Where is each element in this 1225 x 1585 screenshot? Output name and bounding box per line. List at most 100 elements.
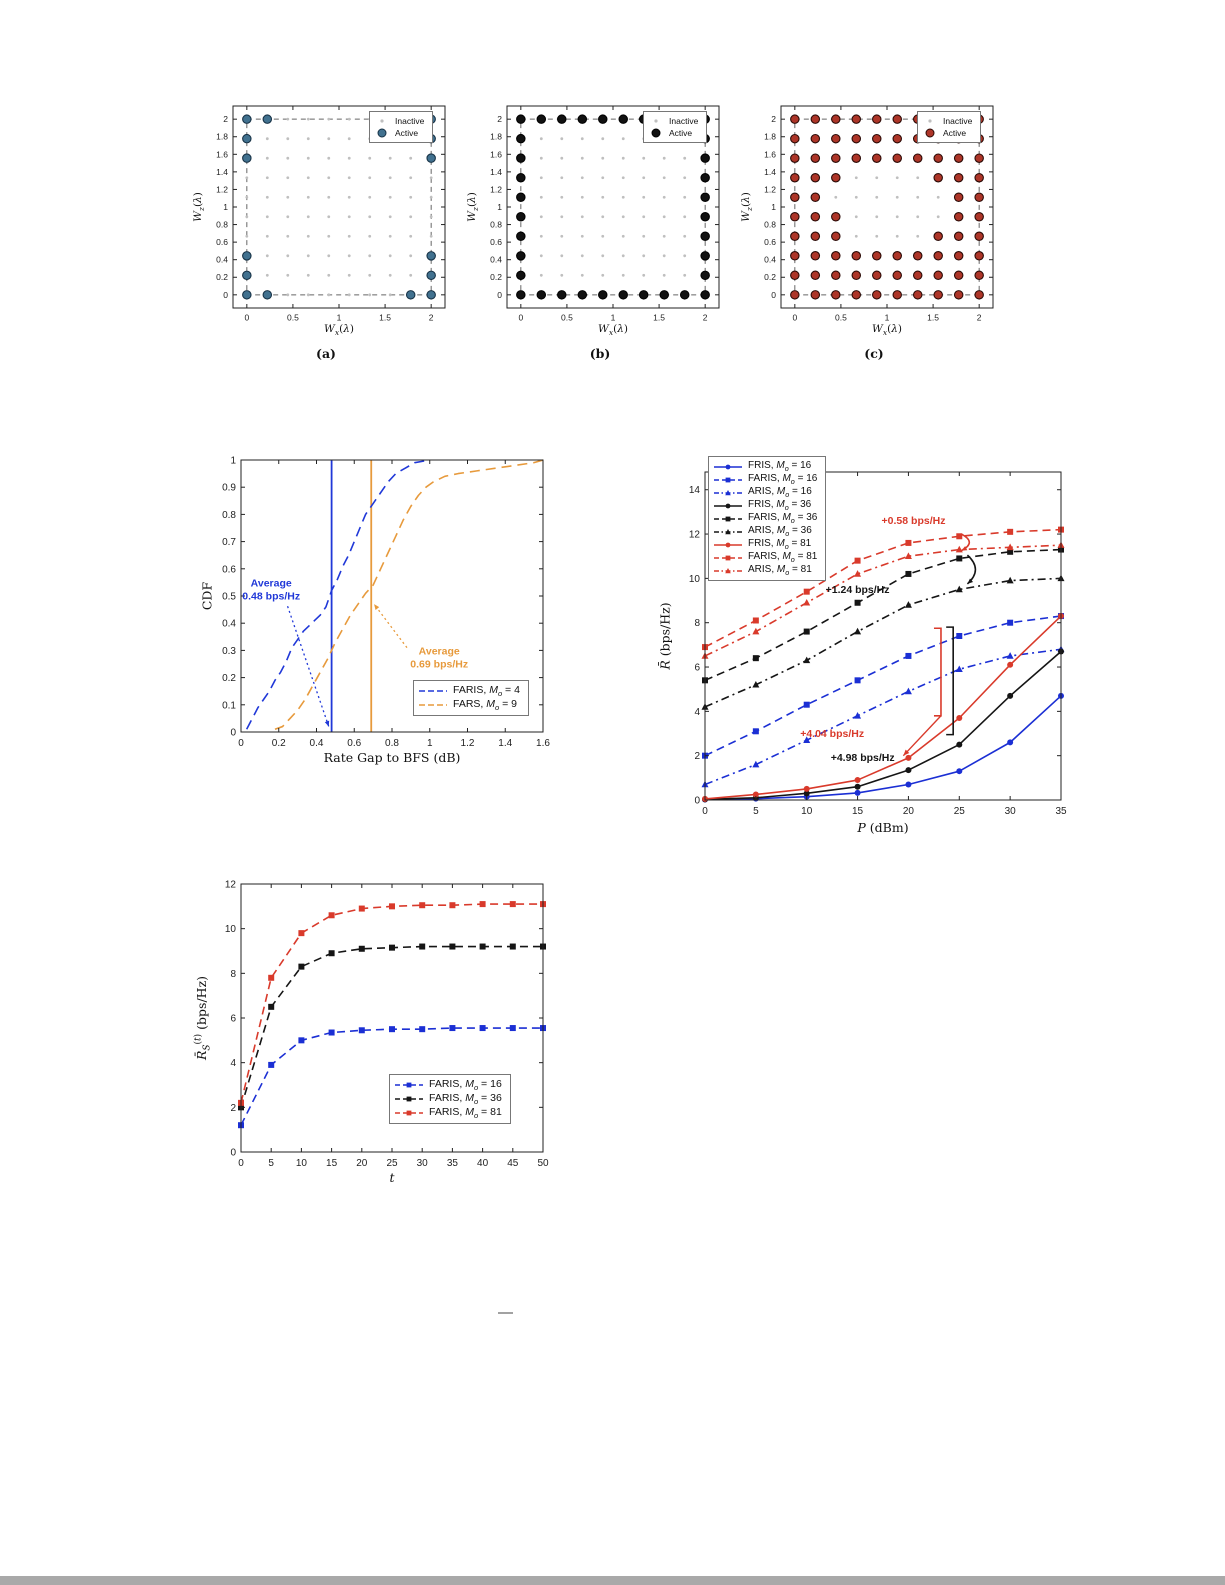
figure-convergence-plot: 0 5 10 15 20 25 30 35 40 45 50 0 2 4 6 8 10 12 t R̄S(t) (bp… [193, 872, 555, 1207]
svg-text:6: 6 [230, 1014, 236, 1025]
annotation: +4.04 bps/Hz [800, 727, 865, 740]
x-axis-label: t [389, 1170, 395, 1185]
legend-entry: FARIS, Mo = 36 [713, 512, 817, 525]
legend-entry: FARIS, Mo = 4 [418, 684, 520, 698]
legend-entry: FARIS, Mo = 81 [394, 1106, 502, 1120]
legend-entry: FRIS, Mo = 16 [713, 460, 817, 473]
legend-label: FARIS, Mo = 16 [748, 473, 818, 486]
svg-text:1: 1 [223, 202, 228, 212]
svg-text:1.8: 1.8 [490, 132, 502, 142]
annotation: +0.58 bps/Hz [881, 515, 946, 528]
legend-entry: Active [922, 127, 972, 139]
svg-text:0.7: 0.7 [222, 537, 236, 548]
svg-text:1.4: 1.4 [216, 167, 228, 177]
svg-text:0.6: 0.6 [764, 237, 776, 247]
legend-entry: FRIS, Mo = 81 [713, 538, 817, 551]
legend-sample [714, 528, 742, 534]
legend-entry: FARIS, Mo = 81 [713, 551, 817, 564]
legend-label: Inactive [669, 116, 699, 126]
legend-label: Active [669, 128, 693, 138]
legend-entry: FARIS, Mo = 36 [394, 1092, 502, 1106]
svg-text:10: 10 [689, 574, 701, 585]
svg-text:45: 45 [507, 1158, 519, 1169]
svg-text:1: 1 [427, 738, 433, 749]
chart-canvas: 0 5 10 15 20 25 30 35 40 45 50 0 2 4 6 8 10 12 [225, 880, 549, 1170]
svg-text:30: 30 [1005, 806, 1017, 817]
svg-text:0: 0 [238, 738, 244, 749]
legend: FRIS, Mo = 16 FARIS, Mo = 16 ARIS, Mo = 16… [708, 456, 827, 581]
legend-entry: FARIS, Mo = 16 [394, 1078, 502, 1092]
svg-text:2: 2 [977, 313, 982, 323]
footer-dash: — [498, 1304, 513, 1321]
legend-sample [925, 128, 935, 138]
x-axis-label: Wx(λ) [872, 323, 902, 338]
figure-cdf-plot: 0 0.2 0.4 0.6 0.8 1 1.2 1.4 1.6 0 0.1 0.2 0.3 0.4 0.5 0… [193, 450, 555, 780]
svg-text:0: 0 [702, 806, 708, 817]
svg-text:0: 0 [497, 290, 502, 300]
y-axis-label: Wz(λ) [739, 192, 755, 222]
svg-text:0.6: 0.6 [216, 237, 228, 247]
svg-text:0.6: 0.6 [490, 237, 502, 247]
annotation: +4.98 bps/Hz [830, 752, 895, 765]
svg-text:4: 4 [694, 707, 700, 718]
legend-sample [928, 119, 932, 123]
svg-text:0.3: 0.3 [222, 646, 236, 657]
svg-text:1.6: 1.6 [216, 149, 228, 159]
chart-canvas: 0 0.5 1 1.5 2 0 0.2 0.4 0.6 0.8 1 1.2 1.4 1.6 1.8 2 [490, 105, 720, 323]
svg-text:2: 2 [223, 114, 228, 124]
svg-text:10: 10 [296, 1158, 308, 1169]
legend-entry: Active [648, 127, 698, 139]
legend-label: FARS, Mo = 9 [453, 698, 518, 713]
svg-text:0.5: 0.5 [835, 313, 847, 323]
svg-text:30: 30 [417, 1158, 429, 1169]
legend-sample [714, 464, 742, 469]
svg-text:1.2: 1.2 [764, 184, 776, 194]
svg-text:0: 0 [518, 313, 523, 323]
figure-scatter-b: (b) 0 0.5 1 1.5 2 0 0.2 0.4 0.6 0.8 1 1.2 1.4 1.6 1.8 2… [461, 96, 739, 376]
svg-text:0.2: 0.2 [764, 272, 776, 282]
svg-text:1.4: 1.4 [498, 738, 512, 749]
annotation: Average 0.69 bps/Hz [410, 644, 469, 671]
svg-text:2: 2 [771, 114, 776, 124]
legend-label: FARIS, Mo = 4 [453, 684, 520, 699]
svg-text:0.2: 0.2 [272, 738, 286, 749]
svg-text:40: 40 [477, 1158, 489, 1169]
svg-text:1: 1 [497, 202, 502, 212]
legend-label: ARIS, Mo = 81 [748, 564, 812, 577]
svg-text:0.8: 0.8 [490, 220, 502, 230]
svg-text:1.6: 1.6 [490, 149, 502, 159]
svg-text:1.8: 1.8 [216, 132, 228, 142]
legend-sample [714, 489, 742, 495]
svg-text:1.6: 1.6 [536, 738, 550, 749]
legend-label: FRIS, Mo = 36 [748, 499, 812, 512]
legend-label: FRIS, Mo = 16 [748, 460, 812, 473]
svg-text:0.5: 0.5 [287, 313, 299, 323]
svg-text:0.9: 0.9 [222, 483, 236, 494]
svg-text:1: 1 [230, 456, 236, 467]
svg-text:10: 10 [801, 806, 813, 817]
legend-sample [380, 119, 384, 123]
svg-text:0: 0 [792, 313, 797, 323]
svg-text:0.1: 0.1 [222, 700, 236, 711]
svg-text:0.4: 0.4 [216, 255, 228, 265]
y-axis-label: CDF [199, 581, 215, 611]
svg-text:0.8: 0.8 [385, 738, 399, 749]
legend-sample [654, 119, 658, 123]
svg-text:2: 2 [429, 313, 434, 323]
svg-text:1.2: 1.2 [461, 738, 475, 749]
annotation: Average 0.48 bps/Hz [242, 576, 301, 603]
legend-sample [419, 704, 447, 706]
svg-text:1: 1 [885, 313, 890, 323]
legend: FARIS, Mo = 16 FARIS, Mo = 36 FARIS, Mo = … [389, 1074, 511, 1125]
svg-text:0.2: 0.2 [490, 272, 502, 282]
svg-text:1.4: 1.4 [490, 167, 502, 177]
svg-text:35: 35 [447, 1158, 459, 1169]
figure-rate-vs-power-plot: 0 5 10 15 20 25 30 35 0 2 4 6 8 10 12 14 +0.58 bps/Hz +1.… [653, 448, 1081, 856]
svg-text:12: 12 [689, 530, 701, 541]
svg-text:4: 4 [230, 1058, 236, 1069]
legend-label: Active [943, 128, 967, 138]
svg-text:1.2: 1.2 [490, 184, 502, 194]
legend-sample [419, 690, 447, 692]
figure-scatter-a: (a) 0 0.5 1 1.5 2 0 0.2 0.4 0.6 0.8 1 1.2 1.4 1.6 1.8 2… [187, 96, 465, 376]
svg-text:0: 0 [694, 796, 700, 807]
